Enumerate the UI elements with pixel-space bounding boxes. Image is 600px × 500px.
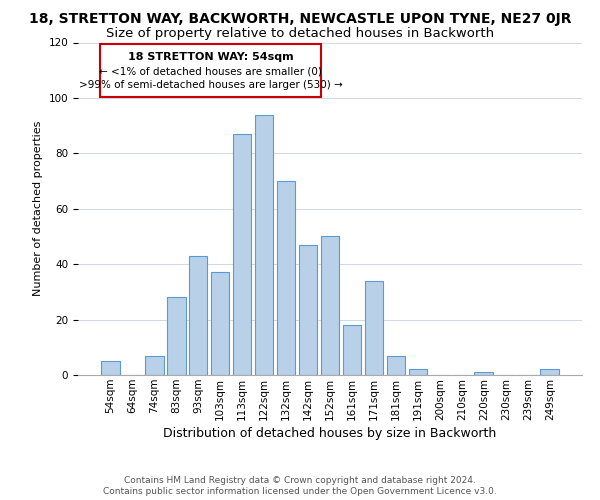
Text: Size of property relative to detached houses in Backworth: Size of property relative to detached ho… [106, 28, 494, 40]
Bar [541, 370, 559, 375]
Bar [277, 181, 295, 375]
Bar [365, 281, 383, 375]
Bar [409, 370, 427, 375]
Text: Contains HM Land Registry data © Crown copyright and database right 2024.: Contains HM Land Registry data © Crown c… [124, 476, 476, 485]
Y-axis label: Number of detached properties: Number of detached properties [33, 121, 43, 296]
Bar [101, 361, 119, 375]
Text: ← <1% of detached houses are smaller (0): ← <1% of detached houses are smaller (0) [100, 66, 322, 76]
Bar [343, 325, 361, 375]
Bar [386, 356, 405, 375]
Bar [145, 356, 164, 375]
Text: >99% of semi-detached houses are larger (530) →: >99% of semi-detached houses are larger … [79, 80, 343, 90]
X-axis label: Distribution of detached houses by size in Backworth: Distribution of detached houses by size … [163, 427, 497, 440]
FancyBboxPatch shape [100, 44, 321, 96]
Bar [167, 298, 185, 375]
Bar [189, 256, 208, 375]
Bar [233, 134, 251, 375]
Bar [299, 245, 317, 375]
Text: Contains public sector information licensed under the Open Government Licence v3: Contains public sector information licen… [103, 487, 497, 496]
Bar [211, 272, 229, 375]
Text: 18, STRETTON WAY, BACKWORTH, NEWCASTLE UPON TYNE, NE27 0JR: 18, STRETTON WAY, BACKWORTH, NEWCASTLE U… [29, 12, 571, 26]
Bar [320, 236, 340, 375]
Bar [475, 372, 493, 375]
Text: 18 STRETTON WAY: 54sqm: 18 STRETTON WAY: 54sqm [128, 52, 293, 62]
Bar [255, 114, 274, 375]
